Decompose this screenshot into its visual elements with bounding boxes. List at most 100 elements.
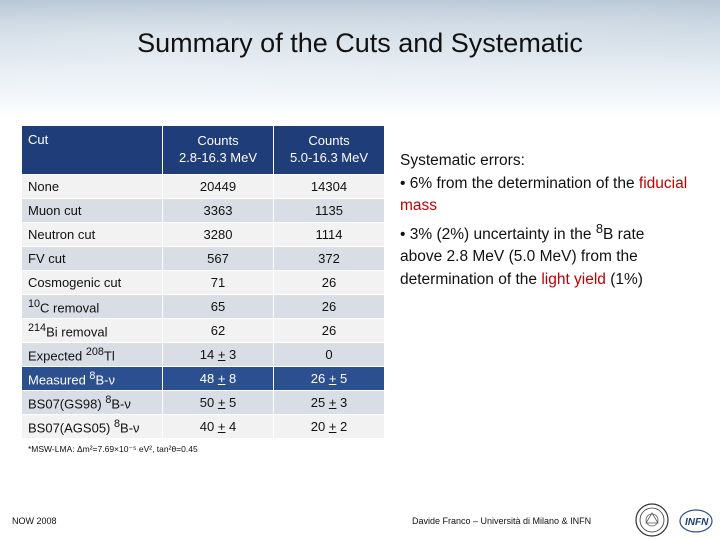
- count-2.8: 50 + 5: [162, 390, 274, 415]
- infn-logo-text: INFN: [685, 517, 709, 528]
- cut-name: Cosmogenic cut: [22, 270, 163, 295]
- systematic-item-2: • 3% (2%) uncertainty in the: [400, 225, 596, 243]
- cut-name: 214Bi removal: [22, 318, 163, 343]
- count-5.0: 0: [273, 342, 385, 367]
- plus-minus: +: [328, 371, 337, 386]
- cut-name: BS07(AGS05) 8B-ν: [22, 414, 163, 439]
- plus-minus: +: [217, 395, 226, 410]
- systematic-heading: Systematic errors:: [400, 152, 525, 169]
- count-5.0: 26 + 5: [273, 366, 385, 391]
- error: 2: [336, 419, 348, 434]
- count-5.0: 26: [273, 318, 385, 343]
- value: 40: [199, 419, 218, 434]
- table-row: BS07(AGS05) 8B-ν 40 + 4 20 + 2: [22, 414, 385, 439]
- fiducial-mass-highlight: fiducial mass: [400, 174, 688, 215]
- count-5.0: 20 + 2: [273, 414, 385, 439]
- cut-label: Bi removal: [46, 324, 108, 340]
- cut-name: Measured 8B-ν: [22, 366, 163, 391]
- count-5.0: 26: [273, 294, 385, 319]
- cut-name: FV cut: [22, 246, 163, 271]
- count-2.8: 567: [162, 246, 274, 271]
- cut-label: B-ν: [111, 396, 131, 412]
- table-header-row: Cut Counts 2.8-16.3 MeV Counts 5.0-16.3 …: [22, 126, 385, 175]
- value: 14: [199, 347, 215, 362]
- count-2.8: 62: [162, 318, 274, 343]
- error: 4: [225, 419, 237, 434]
- footnote: *MSW-LMA: Δm²=7.69×10⁻⁵ eV², tan²θ=0.45: [28, 444, 198, 454]
- value: 48: [199, 371, 218, 386]
- isotope-mass: 8: [595, 220, 604, 236]
- count-5.0: 372: [273, 246, 385, 271]
- light-yield-highlight: light yield: [541, 270, 606, 288]
- header-counts-label: Counts: [308, 133, 350, 148]
- cut-name: BS07(GS98) 8B-ν: [22, 390, 163, 415]
- table-row: None 20449 14304: [22, 174, 385, 199]
- value: 26: [310, 371, 329, 386]
- count-2.8: 40 + 4: [162, 414, 274, 439]
- count-2.8: 14 + 3: [162, 342, 274, 367]
- header-counts-5.0: Counts 5.0-16.3 MeV: [273, 126, 385, 175]
- systematic-item-1: • 6% from the determination of the: [400, 174, 639, 192]
- university-seal-logo: [635, 503, 669, 537]
- cut-name: 10C removal: [22, 294, 163, 319]
- header-cut: Cut: [22, 126, 163, 175]
- plus-minus: +: [217, 347, 226, 362]
- count-5.0: 26: [273, 270, 385, 295]
- infn-logo: INFN: [679, 509, 713, 533]
- table-row: BS07(GS98) 8B-ν 50 + 5 25 + 3: [22, 390, 385, 415]
- systematic-item-2-cont: B rate above 2.8 MeV (5.0 MeV) from the …: [400, 225, 645, 288]
- table-row: Muon cut 3363 1135: [22, 198, 385, 223]
- table-row: Neutron cut 3280 1114: [22, 222, 385, 247]
- count-2.8: 71: [162, 270, 274, 295]
- table-row: 10C removal 65 26: [22, 294, 385, 319]
- author-affiliation: Davide Franco – Università di Milano & I…: [412, 516, 592, 526]
- table-row-highlighted: Measured 8B-ν 48 + 8 26 + 5: [22, 366, 385, 391]
- cut-prefix: BS07(GS98): [28, 396, 106, 412]
- cut-name: Neutron cut: [22, 222, 163, 247]
- conference-label: NOW 2008: [12, 516, 57, 526]
- table-row: Cosmogenic cut 71 26: [22, 270, 385, 295]
- cut-name: None: [22, 174, 163, 199]
- error: 5: [225, 395, 237, 410]
- isotope-mass: 8: [114, 417, 121, 430]
- count-2.8: 65: [162, 294, 274, 319]
- isotope-mass: 8: [89, 369, 96, 382]
- error: 3: [336, 395, 348, 410]
- slide-title: Summary of the Cuts and Systematic: [137, 28, 583, 58]
- cut-prefix: BS07(AGS05): [28, 420, 114, 436]
- count-5.0: 25 + 3: [273, 390, 385, 415]
- plus-minus: +: [217, 371, 226, 386]
- count-5.0: 1135: [273, 198, 385, 223]
- header-range-label: 2.8-16.3 MeV: [178, 150, 258, 165]
- table-row: FV cut 567 372: [22, 246, 385, 271]
- systematic-errors: Systematic errors: • 6% from the determi…: [400, 150, 690, 291]
- count-2.8: 3363: [162, 198, 274, 223]
- header-range-label: 5.0-16.3 MeV: [289, 150, 369, 165]
- header-counts-label: Counts: [197, 133, 239, 148]
- systematic-item-2-end: (1%): [605, 270, 643, 288]
- table-row: Expected 208Tl 14 + 3 0: [22, 342, 385, 367]
- isotope-mass: 214: [28, 321, 47, 334]
- error: 8: [225, 371, 237, 386]
- count-5.0: 1114: [273, 222, 385, 247]
- isotope-mass: 8: [105, 393, 112, 406]
- count-2.8: 48 + 8: [162, 366, 274, 391]
- value: 50: [199, 395, 218, 410]
- table-row: 214Bi removal 62 26: [22, 318, 385, 343]
- cut-label: B-ν: [95, 372, 115, 388]
- cuts-table: Cut Counts 2.8-16.3 MeV Counts 5.0-16.3 …: [22, 126, 385, 439]
- header-banner: [0, 0, 720, 120]
- count-5.0: 14304: [273, 174, 385, 199]
- header-counts-2.8: Counts 2.8-16.3 MeV: [162, 126, 274, 175]
- plus-minus: +: [328, 395, 337, 410]
- cut-name: Expected 208Tl: [22, 342, 163, 367]
- isotope-mass: 10: [28, 297, 41, 310]
- cut-label: B-ν: [120, 420, 140, 436]
- cut-label: C removal: [40, 300, 100, 316]
- count-2.8: 20449: [162, 174, 274, 199]
- cut-prefix: Measured: [28, 372, 90, 388]
- plus-minus: +: [217, 419, 226, 434]
- cut-prefix: Expected: [28, 348, 86, 364]
- cut-name: Muon cut: [22, 198, 163, 223]
- isotope-mass: 208: [85, 345, 104, 358]
